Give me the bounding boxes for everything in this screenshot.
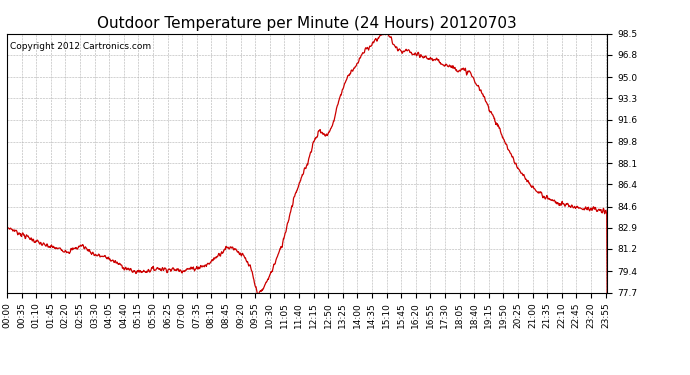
Title: Outdoor Temperature per Minute (24 Hours) 20120703: Outdoor Temperature per Minute (24 Hours… — [97, 16, 517, 31]
Text: Copyright 2012 Cartronics.com: Copyright 2012 Cartronics.com — [10, 42, 151, 51]
